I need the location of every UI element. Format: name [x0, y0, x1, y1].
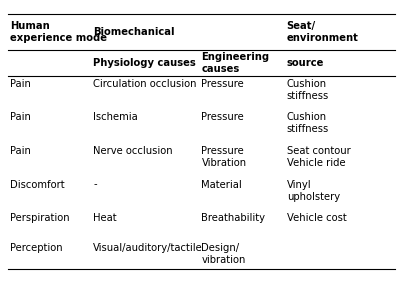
Text: Perspiration: Perspiration	[10, 213, 69, 223]
Text: Pressure
Vibration: Pressure Vibration	[201, 146, 247, 168]
Text: Cushion
stiffness: Cushion stiffness	[286, 112, 329, 134]
Text: Pain: Pain	[10, 112, 31, 123]
Text: Circulation occlusion: Circulation occlusion	[93, 79, 197, 89]
Text: Pressure: Pressure	[201, 112, 244, 123]
Text: Discomfort: Discomfort	[10, 180, 65, 189]
Text: Ischemia: Ischemia	[93, 112, 138, 123]
Text: Pain: Pain	[10, 79, 31, 89]
Text: Seat contour
Vehicle ride: Seat contour Vehicle ride	[286, 146, 350, 168]
Text: Biomechanical: Biomechanical	[93, 27, 175, 37]
Text: Human
experience mode: Human experience mode	[10, 21, 107, 44]
Text: Seat/
environment: Seat/ environment	[286, 21, 359, 44]
Text: Nerve occlusion: Nerve occlusion	[93, 146, 173, 156]
Text: Vinyl
upholstery: Vinyl upholstery	[286, 180, 340, 202]
Text: Design/
vibration: Design/ vibration	[201, 243, 246, 265]
Text: Pressure: Pressure	[201, 79, 244, 89]
Text: -: -	[93, 180, 97, 189]
Text: Vehicle cost: Vehicle cost	[286, 213, 346, 223]
Text: Breathability: Breathability	[201, 213, 265, 223]
Text: Cushion
stiffness: Cushion stiffness	[286, 79, 329, 101]
Text: Heat: Heat	[93, 213, 117, 223]
Text: Engineering
causes: Engineering causes	[201, 52, 270, 74]
Text: Visual/auditory/tactile: Visual/auditory/tactile	[93, 243, 203, 253]
Text: source: source	[286, 58, 324, 68]
Text: Perception: Perception	[10, 243, 63, 253]
Text: Material: Material	[201, 180, 242, 189]
Text: Pain: Pain	[10, 146, 31, 156]
Text: Physiology causes: Physiology causes	[93, 58, 196, 68]
